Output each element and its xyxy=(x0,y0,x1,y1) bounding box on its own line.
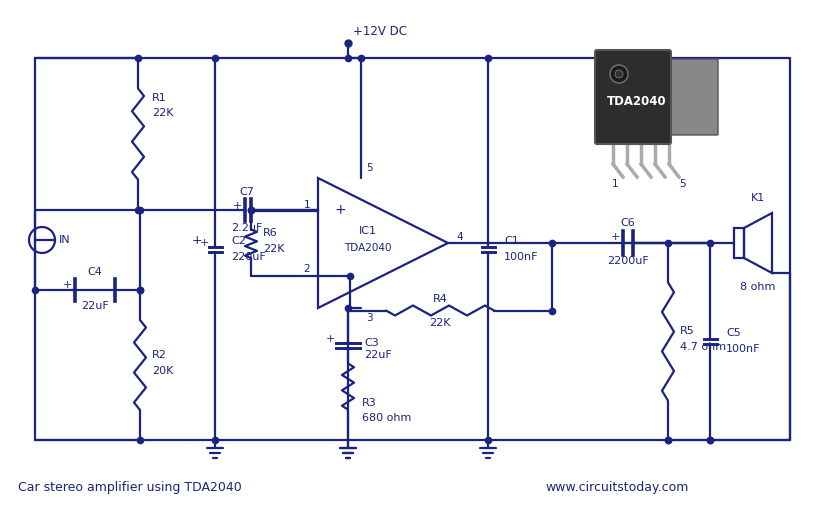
Text: R2: R2 xyxy=(152,350,167,360)
Text: +: + xyxy=(335,204,346,217)
Text: 220uF: 220uF xyxy=(231,252,266,262)
Text: 680 ohm: 680 ohm xyxy=(362,413,411,423)
Text: +: + xyxy=(200,238,209,247)
Text: 22uF: 22uF xyxy=(81,301,109,311)
Text: C3: C3 xyxy=(364,338,379,348)
FancyBboxPatch shape xyxy=(668,59,718,135)
FancyBboxPatch shape xyxy=(595,50,671,144)
Text: 20K: 20K xyxy=(152,366,173,376)
Text: −: − xyxy=(335,269,346,282)
Text: 1: 1 xyxy=(612,179,619,189)
Text: R4: R4 xyxy=(432,294,447,303)
Circle shape xyxy=(610,65,628,83)
Text: C1: C1 xyxy=(504,236,519,246)
Text: 8 ohm: 8 ohm xyxy=(740,282,776,292)
Bar xyxy=(734,228,744,258)
Text: +: + xyxy=(610,232,619,242)
Text: R6: R6 xyxy=(263,228,277,238)
Text: C2: C2 xyxy=(231,236,246,246)
Text: +: + xyxy=(62,280,72,290)
Text: 1: 1 xyxy=(304,200,310,209)
Text: www.circuitstoday.com: www.circuitstoday.com xyxy=(545,482,689,494)
Text: 2.2uF: 2.2uF xyxy=(231,223,263,233)
Text: TDA2040: TDA2040 xyxy=(607,95,667,108)
Text: C4: C4 xyxy=(87,267,103,277)
Text: 4: 4 xyxy=(456,232,463,242)
Text: 22K: 22K xyxy=(429,318,450,328)
Text: 2: 2 xyxy=(304,265,310,274)
Text: 5: 5 xyxy=(366,163,373,173)
Text: TDA2040: TDA2040 xyxy=(344,243,392,253)
Text: C6: C6 xyxy=(621,218,636,228)
Text: +: + xyxy=(192,235,202,247)
Text: 5: 5 xyxy=(680,179,686,189)
Text: 100nF: 100nF xyxy=(726,344,761,355)
Text: R1: R1 xyxy=(152,93,166,103)
Text: R3: R3 xyxy=(362,398,377,408)
Text: IC1: IC1 xyxy=(359,226,377,236)
Text: C7: C7 xyxy=(240,187,255,197)
Text: 22uF: 22uF xyxy=(364,350,392,360)
Text: 22K: 22K xyxy=(152,108,174,118)
Text: IN: IN xyxy=(59,235,71,245)
Text: 100nF: 100nF xyxy=(504,252,539,262)
Text: +12V DC: +12V DC xyxy=(353,25,407,38)
Text: Car stereo amplifier using TDA2040: Car stereo amplifier using TDA2040 xyxy=(18,482,242,494)
Text: 2200uF: 2200uF xyxy=(607,256,649,266)
Text: R5: R5 xyxy=(680,327,694,336)
Text: C5: C5 xyxy=(726,329,741,338)
Text: 22K: 22K xyxy=(263,244,285,254)
Text: 3: 3 xyxy=(366,313,373,323)
Text: +: + xyxy=(326,334,335,344)
Text: K1: K1 xyxy=(751,193,765,203)
Circle shape xyxy=(615,70,623,78)
Text: 4.7 ohm: 4.7 ohm xyxy=(680,342,726,353)
Text: +: + xyxy=(233,201,242,211)
